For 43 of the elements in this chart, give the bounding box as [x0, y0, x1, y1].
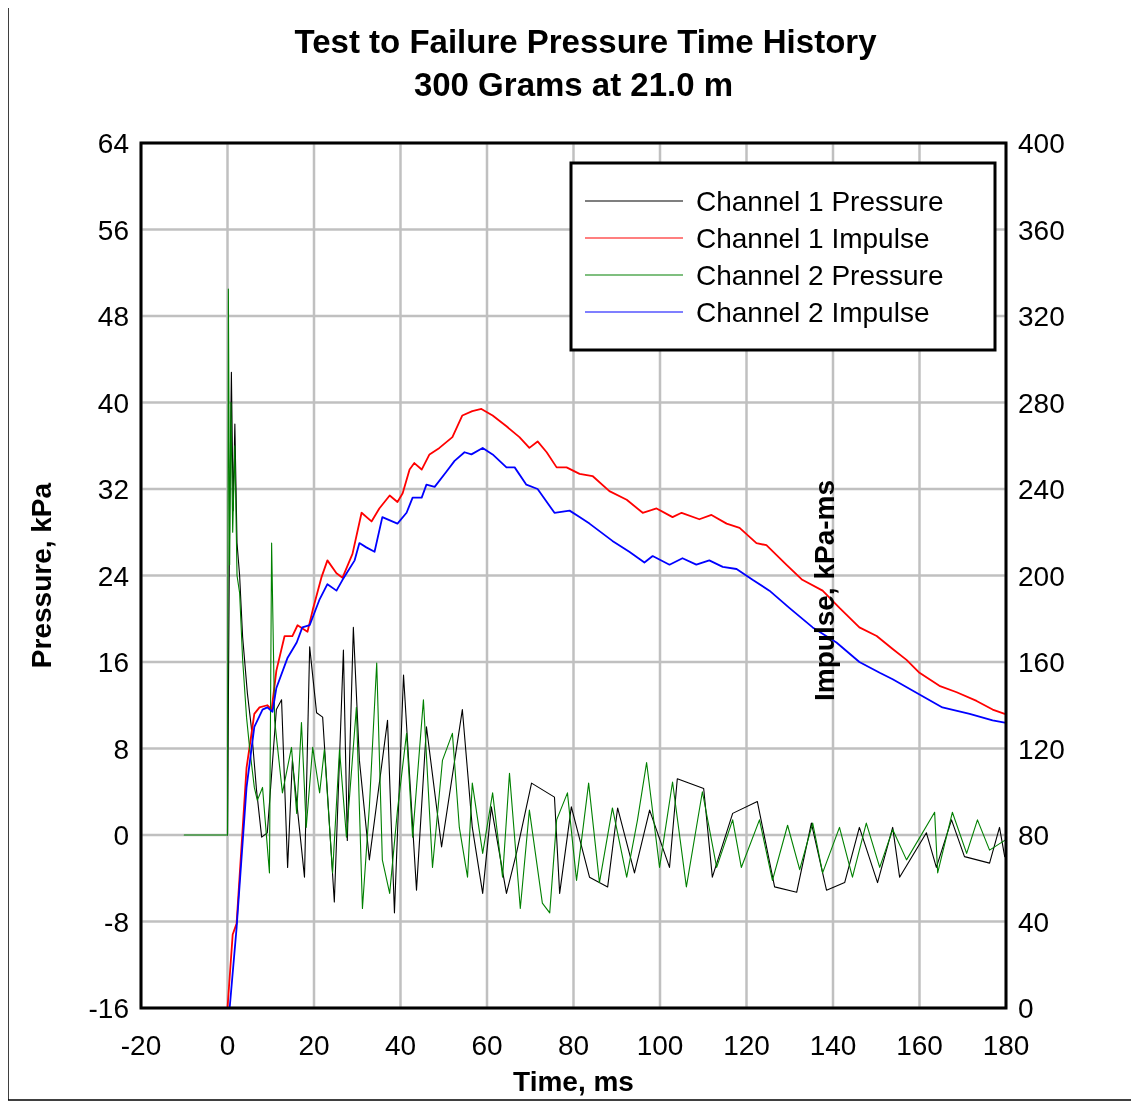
chart-subtitle: 300 Grams at 21.0 m — [413, 66, 734, 103]
x-tick-label: 120 — [723, 1030, 770, 1061]
y-tick-label: -8 — [104, 906, 129, 938]
x-tick-label: 0 — [219, 1030, 236, 1061]
y-tick-label: 40 — [97, 387, 129, 419]
y-tick-label: 24 — [97, 560, 129, 592]
y2-tick-label: 240 — [1018, 474, 1065, 505]
y2-tick-label: 400 — [1018, 128, 1065, 159]
y-tick-label: 0 — [113, 820, 129, 851]
line-series — [183, 288, 1006, 914]
x-tick-label: 180 — [982, 1030, 1030, 1061]
y2-tick-label: 160 — [1018, 647, 1065, 678]
x-tick-label: 40 — [384, 1030, 417, 1061]
x-tick-label: 80 — [557, 1030, 590, 1061]
y-axis-title: Pressure, kPa — [26, 482, 57, 669]
x-tick-label: -20 — [120, 1030, 162, 1061]
y2-tick-label: 0 — [1018, 993, 1034, 1024]
chart-title: Test to Failure Pressure Time History — [294, 23, 878, 60]
y2-tick-label: 320 — [1018, 301, 1065, 332]
legend-label: Channel 1 Impulse — [696, 223, 930, 254]
x-axis-title: Time, ms — [513, 1066, 634, 1097]
x-tick-label: 160 — [896, 1030, 943, 1061]
y-tick-label: 64 — [97, 128, 129, 159]
y-tick-label: -16 — [88, 993, 129, 1024]
y-tick-label: 16 — [97, 647, 129, 678]
x-tick-label: 100 — [636, 1030, 684, 1061]
y2-tick-label: 80 — [1018, 820, 1050, 851]
y2-tick-label: 360 — [1018, 214, 1065, 246]
y-tick-label: 56 — [97, 214, 129, 246]
y-tick-label: 48 — [97, 301, 129, 332]
legend-label: Channel 2 Pressure — [696, 260, 944, 291]
legend-label: Channel 2 Impulse — [696, 297, 930, 328]
y2-tick-label: 120 — [1018, 733, 1065, 765]
y2-tick-label: 40 — [1018, 906, 1050, 938]
legend-label: Channel 1 Pressure — [696, 186, 944, 217]
y-tick-label: 32 — [97, 474, 129, 505]
y2-tick-label: 200 — [1018, 560, 1065, 592]
y-tick-label: 8 — [113, 733, 129, 765]
x-tick-label: 140 — [809, 1030, 857, 1061]
x-tick-label: 60 — [471, 1030, 503, 1061]
y2-tick-label: 280 — [1018, 387, 1065, 419]
y2-axis-title: Impulse, kPa-ms — [809, 480, 841, 701]
x-tick-label: 20 — [298, 1030, 330, 1061]
